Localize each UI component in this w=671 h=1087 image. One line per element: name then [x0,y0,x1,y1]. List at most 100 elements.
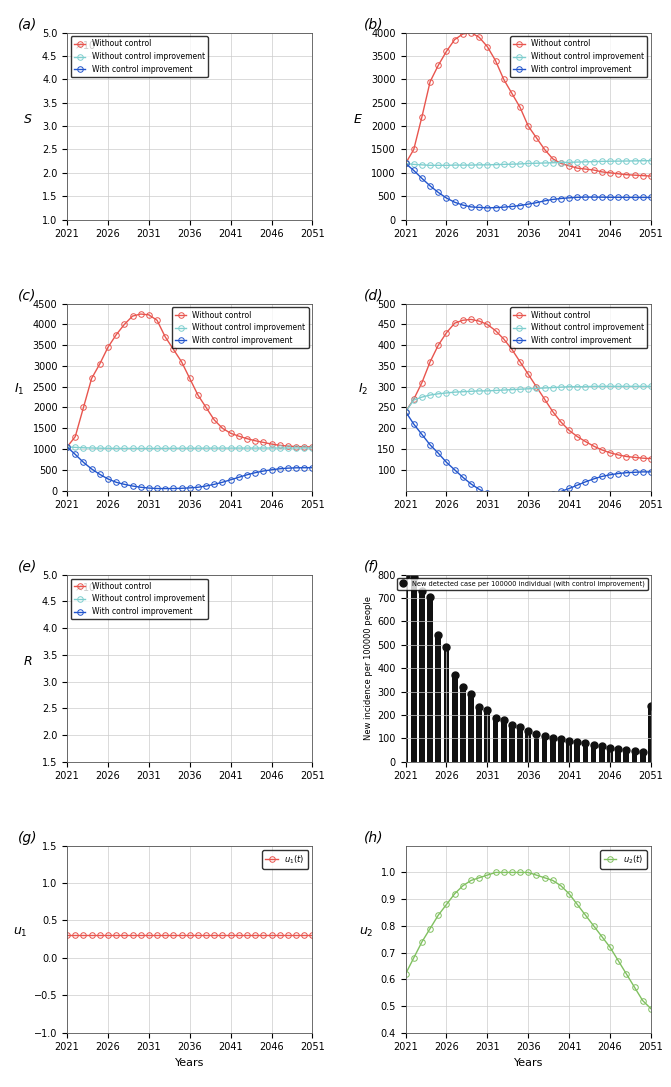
$u_1(t)$ [128,929,136,942]
With control improvement [128,835,136,848]
Without control improvement [96,441,104,454]
Without control improvement [88,835,96,848]
Without control improvement [500,158,508,171]
Without control [104,260,112,273]
Without control improvement [128,442,136,455]
Without control [639,452,647,465]
Without control [292,835,300,848]
With control improvement [292,461,300,474]
Text: $\times 10^4$: $\times 10^4$ [74,580,101,595]
With control improvement [235,835,243,848]
Without control [235,429,243,442]
With control improvement [71,835,79,848]
With control improvement [169,835,177,848]
Without control improvement [582,380,590,393]
Without control [259,835,267,848]
Without control improvement [178,260,186,273]
Without control [210,835,218,848]
With control improvement [573,478,581,491]
Without control [88,835,96,848]
$u_2(t)$ [606,940,614,953]
Without control improvement [573,155,581,168]
Bar [427,597,433,762]
With control improvement [410,164,418,177]
With control improvement [71,448,79,461]
Without control [161,330,169,343]
Without control improvement [227,441,235,454]
Without control improvement [219,835,227,848]
Y-axis label: $I_2$: $I_2$ [358,382,368,397]
Without control [300,835,308,848]
Line: With control improvement: With control improvement [64,839,315,845]
Without control improvement [120,835,128,848]
With control improvement [284,835,292,848]
Without control [137,260,145,273]
Bar [509,725,515,762]
Without control [186,372,194,385]
Without control improvement [442,387,450,400]
Without control [71,430,79,443]
Without control [401,405,409,418]
With control improvement [451,463,459,476]
Without control improvement [63,835,71,848]
Without control improvement [63,440,71,453]
$u_1(t)$ [137,929,145,942]
Without control improvement [467,159,475,172]
$u_2(t)$ [614,954,622,967]
Without control [622,450,630,463]
With control improvement [598,190,606,203]
With control improvement [88,260,96,273]
Without control improvement [186,835,194,848]
Without control improvement [259,260,267,273]
$u_2(t)$ [557,879,565,892]
Without control improvement [178,441,186,454]
Without control improvement [186,441,194,454]
Without control improvement [104,835,112,848]
With control improvement [622,191,630,204]
Bar [640,752,646,762]
$u_2(t)$ [598,930,606,944]
With control improvement [309,461,317,474]
Without control [120,317,128,330]
Without control [410,392,418,405]
Without control improvement [451,386,459,399]
Without control [410,142,418,155]
Without control improvement [647,154,655,167]
$u_2(t)$ [549,874,557,887]
Without control improvement [284,441,292,454]
$u_1(t)$ [284,929,292,942]
Without control improvement [88,260,96,273]
With control improvement [500,201,508,214]
Without control [63,260,71,273]
Without control [104,340,112,353]
Without control [202,835,210,848]
Without control [169,835,177,848]
Legend: Without control, Without control improvement, With control improvement: Without control, Without control improve… [510,308,647,348]
Y-axis label: $I_1$: $I_1$ [13,382,24,397]
$u_1(t)$ [251,929,259,942]
With control improvement [459,199,467,212]
Without control [235,835,243,848]
Without control improvement [268,835,276,848]
$u_2(t)$ [483,869,491,882]
$u_1(t)$ [243,929,251,942]
With control improvement [161,482,169,495]
With control improvement [292,835,300,848]
Without control improvement [169,441,177,454]
With control improvement [259,464,267,477]
Without control improvement [153,441,161,454]
With control improvement [71,260,79,273]
Without control improvement [128,835,136,848]
Without control improvement [161,835,169,848]
Bar [517,727,523,762]
Without control [276,835,284,848]
Bar [574,742,580,762]
$u_1(t)$ [153,929,161,942]
Without control [120,260,128,273]
Without control [210,413,218,426]
Without control improvement [606,379,614,392]
With control improvement [243,835,251,848]
With control improvement [128,260,136,273]
$u_1(t)$ [194,929,202,942]
With control improvement [227,260,235,273]
